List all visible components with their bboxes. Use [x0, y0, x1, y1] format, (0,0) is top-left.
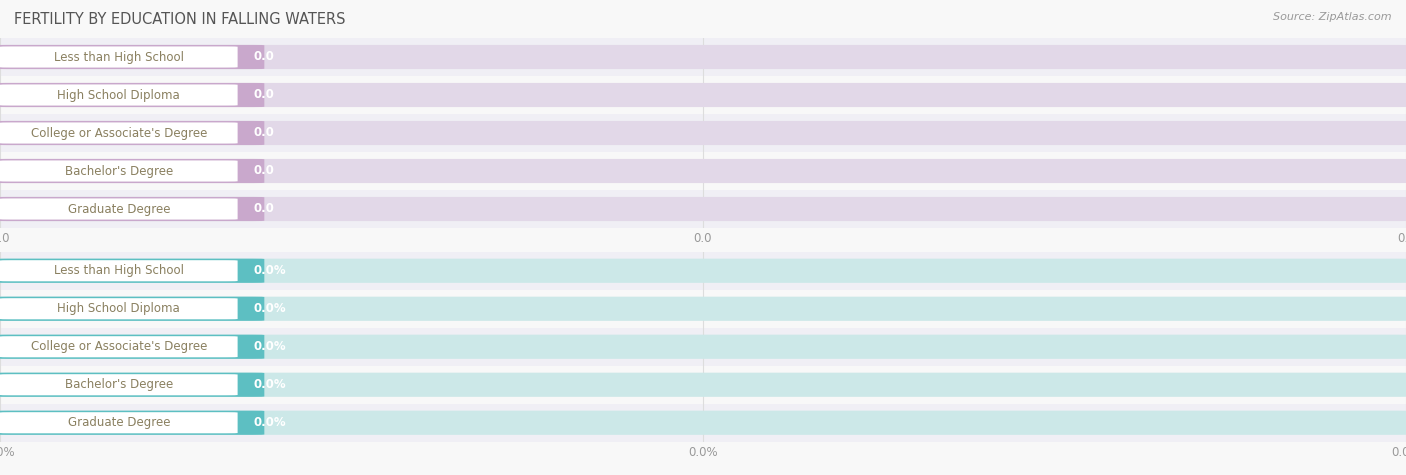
FancyBboxPatch shape [0, 121, 1406, 145]
Text: 0.0: 0.0 [253, 50, 274, 64]
FancyBboxPatch shape [0, 159, 264, 183]
FancyBboxPatch shape [0, 373, 264, 397]
FancyBboxPatch shape [0, 335, 1406, 359]
Bar [0, 404, 1406, 442]
Bar [0, 152, 1406, 190]
FancyBboxPatch shape [0, 411, 264, 435]
Text: 0.0%: 0.0% [253, 378, 285, 391]
Text: 0.0%: 0.0% [253, 416, 285, 429]
FancyBboxPatch shape [0, 123, 238, 143]
Text: Graduate Degree: Graduate Degree [67, 202, 170, 216]
Text: Bachelor's Degree: Bachelor's Degree [65, 164, 173, 178]
FancyBboxPatch shape [0, 83, 264, 107]
Text: College or Associate's Degree: College or Associate's Degree [31, 126, 207, 140]
Text: College or Associate's Degree: College or Associate's Degree [31, 340, 207, 353]
FancyBboxPatch shape [0, 85, 238, 105]
Text: Less than High School: Less than High School [53, 50, 184, 64]
FancyBboxPatch shape [0, 161, 238, 181]
Text: Bachelor's Degree: Bachelor's Degree [65, 378, 173, 391]
FancyBboxPatch shape [0, 412, 238, 433]
Text: Less than High School: Less than High School [53, 264, 184, 277]
FancyBboxPatch shape [0, 259, 264, 283]
Text: 0.0: 0.0 [253, 88, 274, 102]
Text: 0.0%: 0.0% [253, 340, 285, 353]
Bar [0, 366, 1406, 404]
FancyBboxPatch shape [0, 297, 264, 321]
Bar [0, 114, 1406, 152]
FancyBboxPatch shape [0, 83, 1406, 107]
FancyBboxPatch shape [0, 259, 1406, 283]
FancyBboxPatch shape [0, 197, 264, 221]
FancyBboxPatch shape [0, 199, 238, 219]
Bar [0, 290, 1406, 328]
FancyBboxPatch shape [0, 411, 1406, 435]
FancyBboxPatch shape [0, 298, 238, 319]
FancyBboxPatch shape [0, 47, 238, 67]
Text: High School Diploma: High School Diploma [58, 88, 180, 102]
Text: 0.0%: 0.0% [253, 302, 285, 315]
Bar [0, 76, 1406, 114]
FancyBboxPatch shape [0, 197, 1406, 221]
Text: 0.0: 0.0 [253, 164, 274, 178]
FancyBboxPatch shape [0, 159, 1406, 183]
FancyBboxPatch shape [0, 336, 238, 357]
Text: 0.0%: 0.0% [253, 264, 285, 277]
FancyBboxPatch shape [0, 335, 264, 359]
FancyBboxPatch shape [0, 45, 1406, 69]
Bar [0, 328, 1406, 366]
FancyBboxPatch shape [0, 373, 1406, 397]
Text: FERTILITY BY EDUCATION IN FALLING WATERS: FERTILITY BY EDUCATION IN FALLING WATERS [14, 12, 346, 27]
Text: High School Diploma: High School Diploma [58, 302, 180, 315]
FancyBboxPatch shape [0, 260, 238, 281]
FancyBboxPatch shape [0, 297, 1406, 321]
Text: 0.0: 0.0 [253, 202, 274, 216]
FancyBboxPatch shape [0, 45, 264, 69]
FancyBboxPatch shape [0, 374, 238, 395]
Bar [0, 190, 1406, 228]
Text: Source: ZipAtlas.com: Source: ZipAtlas.com [1274, 12, 1392, 22]
FancyBboxPatch shape [0, 121, 264, 145]
Text: Graduate Degree: Graduate Degree [67, 416, 170, 429]
Text: 0.0: 0.0 [253, 126, 274, 140]
Bar [0, 38, 1406, 76]
Bar [0, 252, 1406, 290]
